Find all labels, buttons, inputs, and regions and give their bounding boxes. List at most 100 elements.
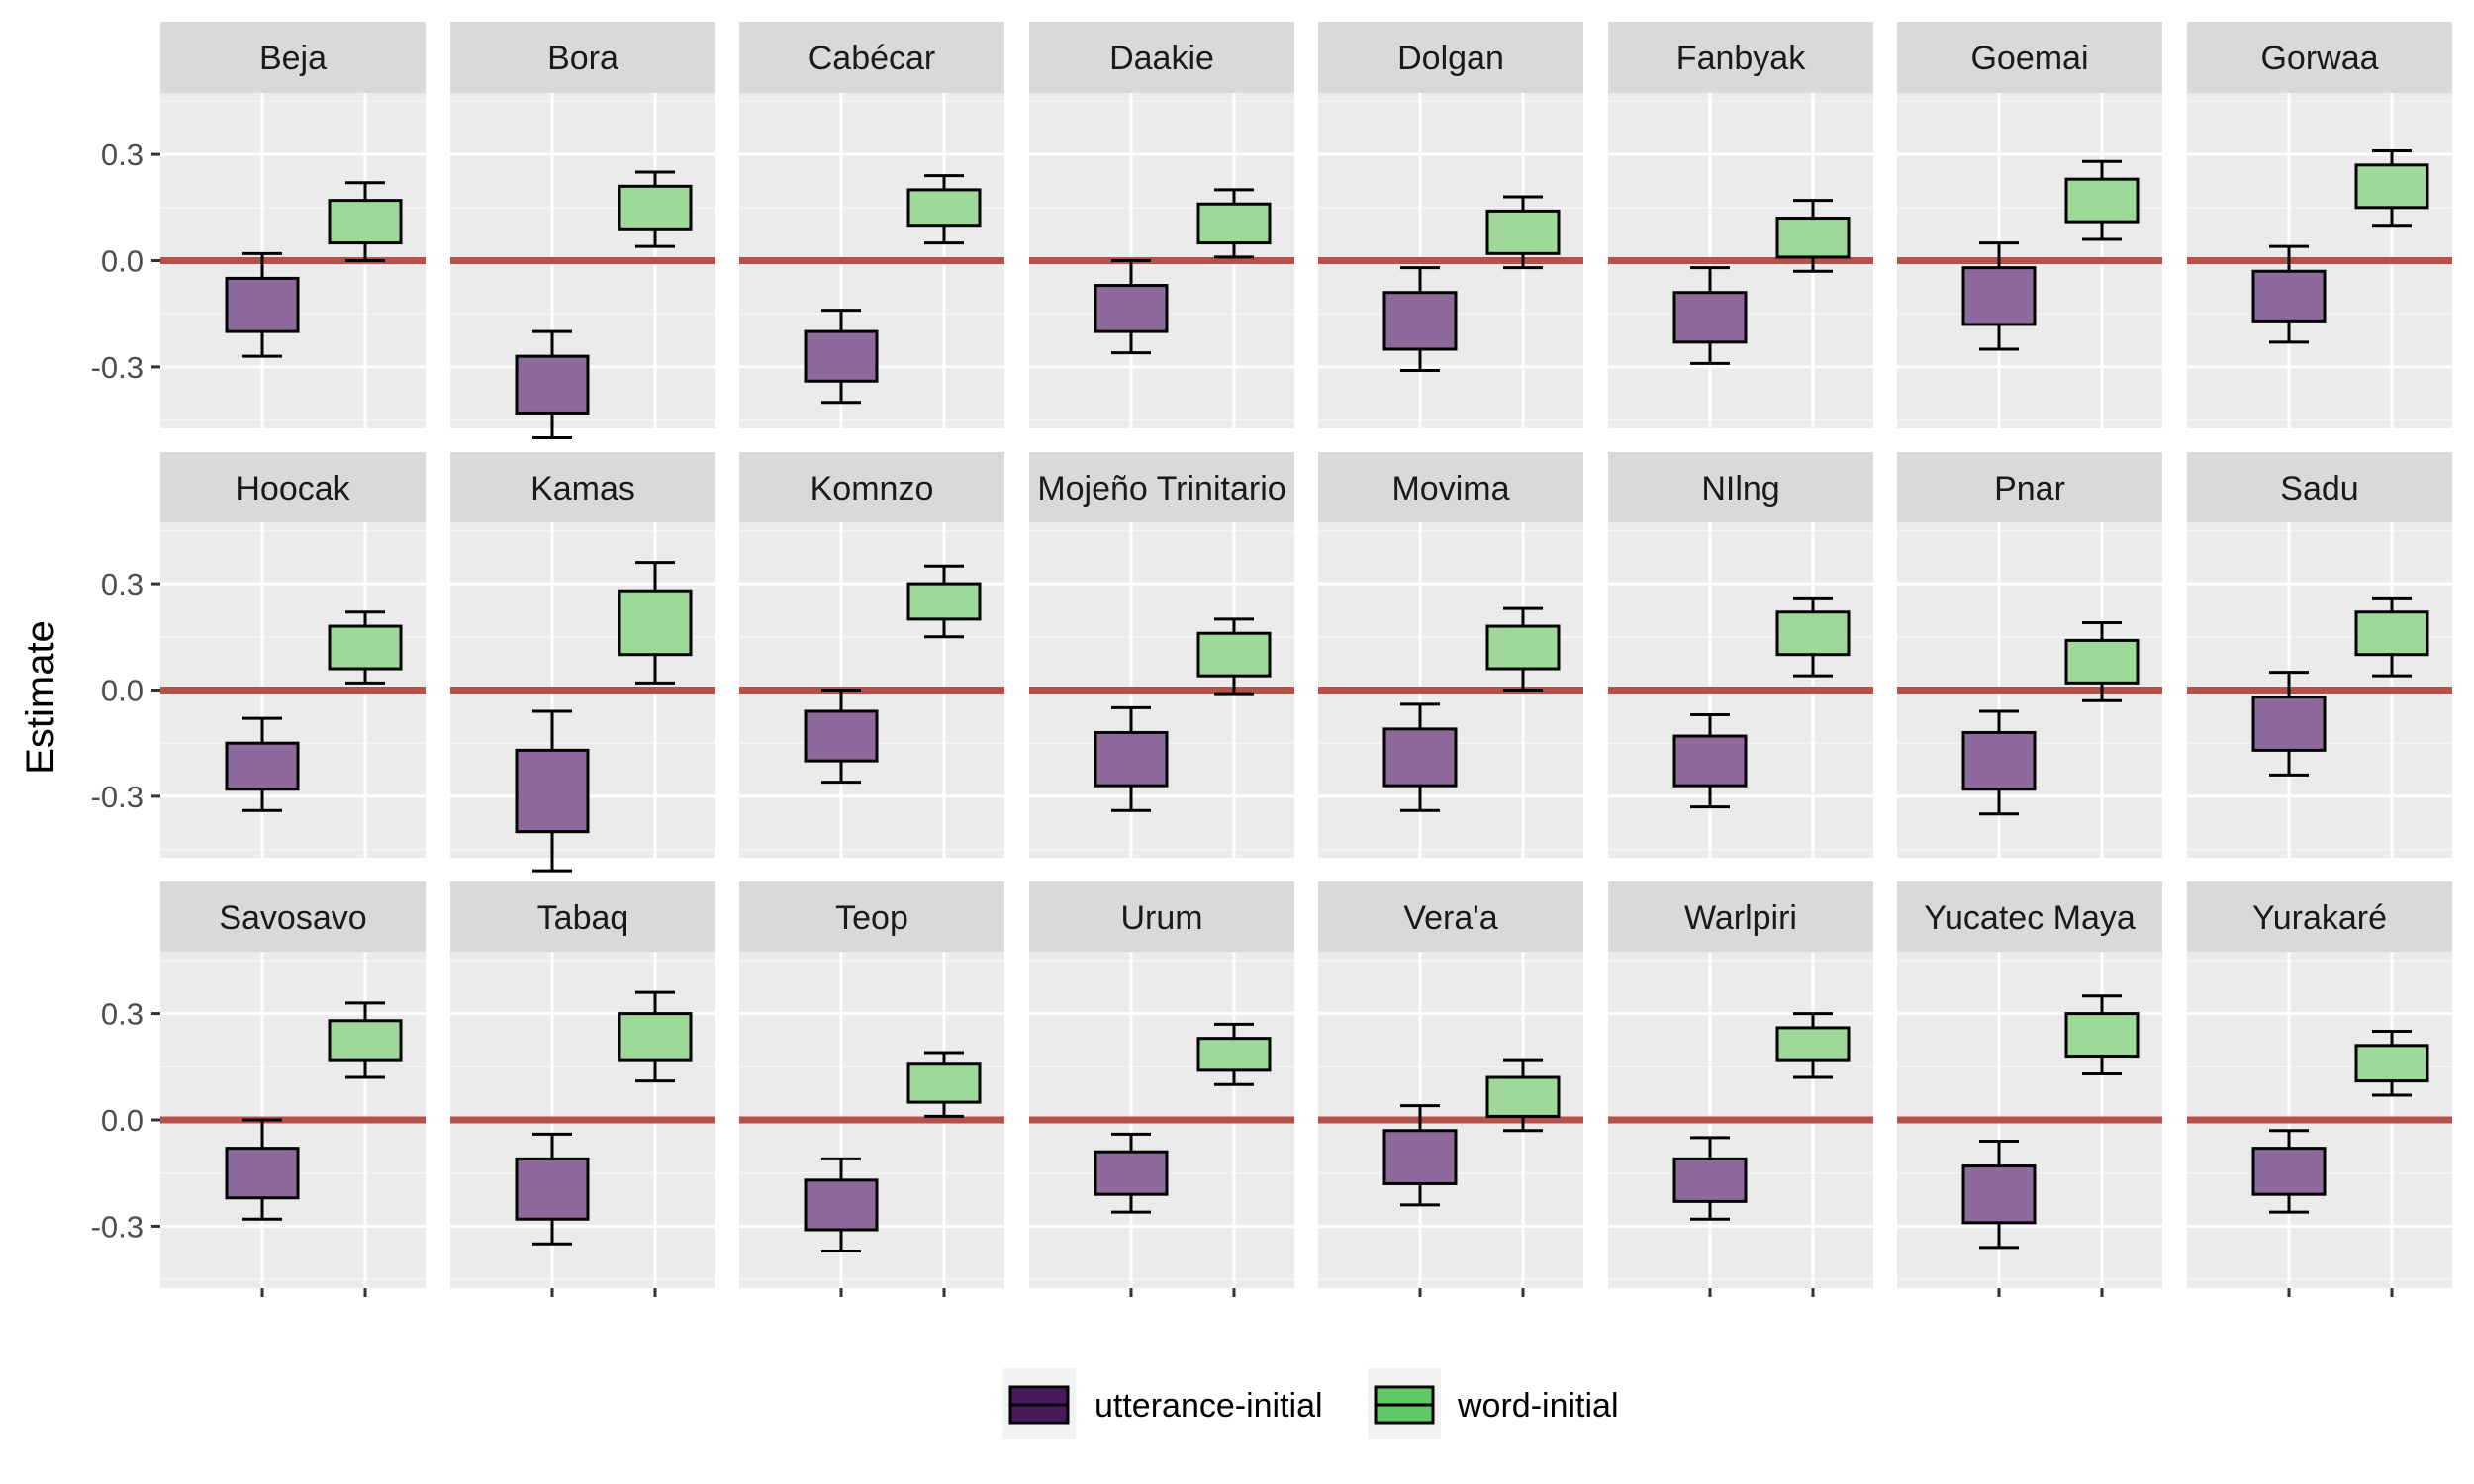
word-initial-box [2064,620,2140,702]
y-axis-title: Estimate [19,620,62,775]
facet-strip [1318,881,1583,953]
box-body [2251,696,2327,752]
box-body [2354,610,2429,657]
facet-label: Goemai [1970,40,2088,77]
word-initial-box [906,174,982,245]
utterance-initial-box [1961,1139,2037,1250]
utterance-initial-box [804,309,879,405]
box-body [225,276,300,333]
facet-label: Movima [1391,470,1509,508]
facet-label: Hoocak [236,470,350,508]
word-initial-box [1775,199,1851,273]
box-body [1196,202,1272,245]
facet-label: Beja [259,40,327,77]
word-initial-box [2064,159,2140,241]
facet-panel: Movima [1318,452,1583,858]
facet-strip [1318,22,1583,93]
utterance-initial-box [1094,705,1169,812]
facet-strip [1608,452,1873,523]
word-initial-box [1196,617,1272,696]
utterance-initial-box [2251,244,2327,344]
facet-strip [2187,452,2452,523]
utterance-initial-box [804,1157,879,1252]
facet-strip [160,452,426,523]
facet-strip [160,22,426,93]
facet-strip [1608,881,1873,953]
box-body [328,199,403,245]
facet-label: Bora [547,40,618,77]
facet-strip [1029,452,1294,523]
box-body [1961,266,2037,326]
facet-label: Dolgan [1397,40,1504,77]
box-body [515,354,590,415]
word-initial-box [1485,195,1561,270]
facet-panel: Teop [739,881,1004,1297]
facet-panel: Komnzo [739,452,1004,858]
facet-label: NIlng [1701,470,1779,508]
box-body [2354,1044,2429,1083]
y-tick-label: 0.3 [101,567,143,602]
word-initial-box [906,1051,982,1118]
facet-panel: Pnar [1897,452,2162,858]
utterance-initial-box [1094,259,1169,355]
box-body [2251,1147,2327,1196]
utterance-initial-box [1672,713,1748,809]
word-initial-box [1775,596,1851,678]
facet-panels: Beja Bora Cabécar Daakie Dolgan Fanbyak Goemai… [160,22,2452,1297]
facet-panel: Beja [160,22,426,428]
utterance-initial-box [1672,266,1748,365]
box-body [1775,217,1851,259]
facet-strip [450,452,715,523]
y-tick-label: -0.3 [91,780,143,814]
word-initial-box [618,561,693,685]
utterance-initial-box [1382,702,1458,812]
facet-label: Teop [835,899,908,937]
facet-strip [739,452,1004,523]
facet-panel: Gorwaa [2187,22,2452,428]
box-body [1672,734,1748,788]
facet-panel: Vera'a [1318,881,1583,1297]
facet-label: Tabaq [537,899,629,937]
utterance-initial-box [1094,1132,1169,1214]
box-body [1094,284,1169,333]
box-body [906,1062,982,1104]
box-body [328,1019,403,1062]
word-initial-box [1196,1022,1272,1086]
box-body [225,741,300,791]
box-body [2064,1012,2140,1059]
word-initial-box [328,1001,403,1079]
box-body [1961,730,2037,791]
y-tick-label: -0.3 [91,1209,143,1244]
word-initial-box [2064,994,2140,1075]
box-body [804,1178,879,1232]
legend[interactable]: utterance-initial word-initial [1002,1368,1619,1439]
utterance-initial-box [1961,709,2037,816]
box-body [1196,631,1272,678]
facet-panel: Sadu [2187,452,2452,858]
facet-panel: Kamas [450,452,715,873]
facet-label: Urum [1120,899,1202,937]
facet-strip [1897,452,2162,523]
box-body [618,1012,693,1062]
facet-panel: Bora [450,22,715,439]
box-body [1672,1157,1748,1203]
box-body [1961,1164,2037,1225]
facet-panel: Dolgan [1318,22,1583,428]
box-body [618,589,693,657]
word-initial-box [1485,606,1561,692]
facet-label: Pnar [1994,470,2065,508]
facet-label: Yucatec Maya [1924,899,2136,937]
facet-label: Cabécar [809,40,936,77]
facet-strip [1029,881,1294,953]
legend-item[interactable]: word-initial [1368,1368,1619,1439]
box-body [515,1157,590,1221]
y-tick-label: 0.3 [101,997,143,1032]
facet-panel: Urum [1029,881,1294,1297]
box-body [804,709,879,763]
word-initial-box [328,181,403,262]
box-body [1382,1129,1458,1185]
facet-panel: Tabaq [450,881,715,1297]
legend-item[interactable]: utterance-initial [1002,1368,1323,1439]
facet-label: Warlpiri [1684,899,1797,937]
